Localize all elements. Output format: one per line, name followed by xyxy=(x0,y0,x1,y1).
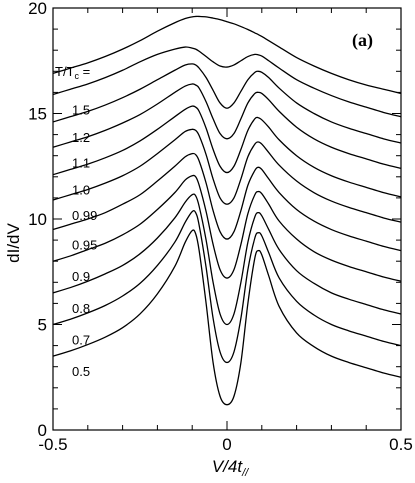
curves-group xyxy=(52,15,402,406)
x-axis-title-text: V/4t xyxy=(212,457,244,476)
series-line xyxy=(52,128,402,223)
ticks-group xyxy=(52,7,402,431)
y-tick-label: 5 xyxy=(38,316,47,335)
panel-label: (a) xyxy=(352,30,373,51)
y-tick-label: 10 xyxy=(28,210,47,229)
y-tick-label: 0 xyxy=(38,421,47,440)
curve-label: 0.5 xyxy=(72,364,90,379)
series-line xyxy=(52,229,402,406)
x-axis-title-subscript: // xyxy=(241,467,249,479)
y-axis-title-text: dI/dV xyxy=(4,222,23,262)
x-tick-label: 0 xyxy=(222,435,231,454)
y-tick-label: 15 xyxy=(28,105,47,124)
series-line xyxy=(52,174,402,282)
curve-label: 0.8 xyxy=(72,301,90,316)
curve-label: 1.1 xyxy=(72,155,90,170)
series-line xyxy=(52,63,402,144)
series-line xyxy=(52,105,402,198)
y-tick-label: 20 xyxy=(28,0,47,18)
legend-header: T/Tc = xyxy=(55,64,90,81)
curve-label: 1.0 xyxy=(72,183,90,198)
series-line xyxy=(52,193,402,326)
legend-header-suffix: = xyxy=(79,64,90,79)
curve-label: 0.9 xyxy=(72,269,90,284)
y-axis-title: dI/dV xyxy=(4,222,23,262)
series-line xyxy=(52,83,402,169)
plot-frame xyxy=(52,7,402,431)
curve-label: 0.7 xyxy=(72,333,90,348)
curve-labels-group: 1.5 1.2 1.1 1.0 0.99 0.95 0.9 0.8 0.7 0.5 xyxy=(72,103,97,380)
x-axis-title: V/4t// xyxy=(212,457,249,479)
curve-label: 0.99 xyxy=(72,208,97,223)
curve-label: 1.2 xyxy=(72,130,90,145)
series-line xyxy=(52,15,402,95)
series-line xyxy=(52,46,402,118)
curve-label: 0.95 xyxy=(72,238,97,253)
series-line xyxy=(52,152,402,252)
x-tick-label: 0.5 xyxy=(389,435,413,454)
legend-header-main: T/T xyxy=(55,64,75,79)
x-tick-label: -0.5 xyxy=(38,435,67,454)
series-line xyxy=(52,210,402,364)
legend-header-subscript: c xyxy=(75,71,80,81)
curve-label: 1.5 xyxy=(72,103,90,118)
